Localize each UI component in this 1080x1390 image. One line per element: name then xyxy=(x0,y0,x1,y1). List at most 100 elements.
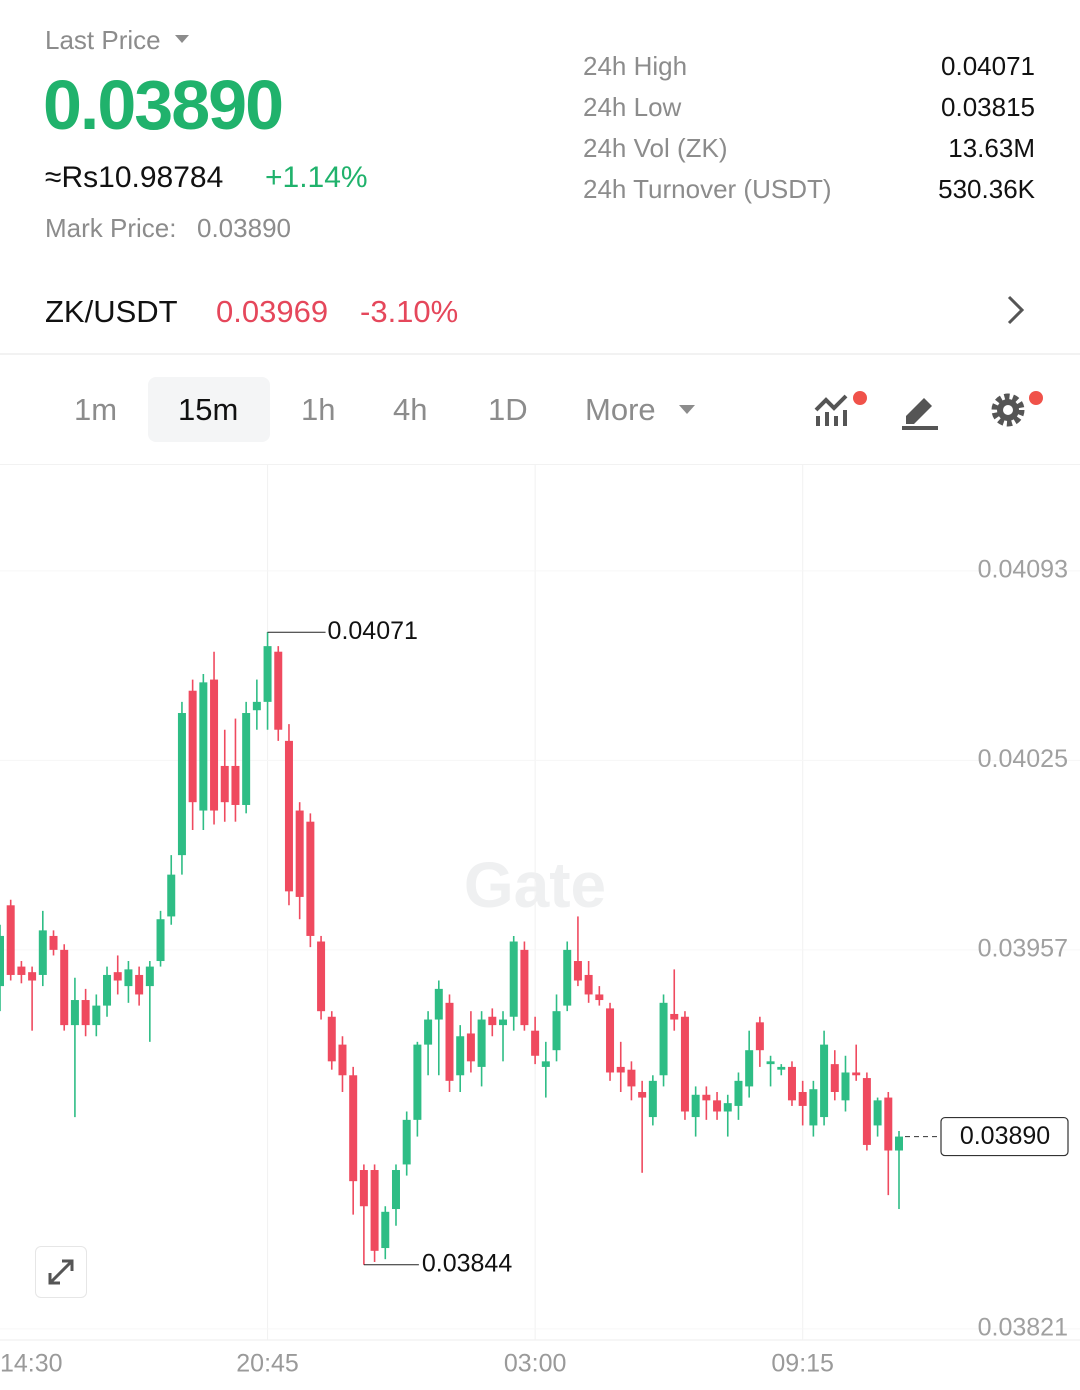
candle-body xyxy=(809,1089,818,1126)
candle-body xyxy=(167,874,176,917)
candle-body xyxy=(488,1016,497,1026)
candle-body xyxy=(402,1119,411,1165)
spot-price: 0.03969 xyxy=(216,294,329,329)
candle-body xyxy=(862,1078,871,1145)
candle-body xyxy=(563,949,572,1006)
indicator-icon[interactable] xyxy=(810,388,870,432)
mark-price: 0.03890 xyxy=(197,213,291,243)
candle-body xyxy=(787,1066,796,1101)
candle-body xyxy=(670,1013,679,1020)
candle-body xyxy=(573,961,582,981)
candle-body xyxy=(188,690,197,803)
candle-body xyxy=(338,1044,347,1076)
candle-body xyxy=(884,1097,893,1151)
chevron-right[interactable] xyxy=(1003,294,1027,326)
candlestick-chart: Gate 14:30 20:45 03:00 09:150.040930.040250… xyxy=(0,465,1080,1378)
candle-body xyxy=(156,919,165,962)
candle-body xyxy=(659,1002,668,1076)
candle-body xyxy=(17,966,26,975)
candle-body xyxy=(723,1103,732,1112)
candle-body xyxy=(274,651,283,730)
candle-body xyxy=(830,1064,839,1092)
candle-body xyxy=(477,1019,486,1067)
candle-body xyxy=(702,1094,711,1101)
candle-body xyxy=(456,1036,465,1076)
divider xyxy=(0,464,1080,465)
candle-body xyxy=(306,821,315,936)
candle-body xyxy=(413,1044,422,1120)
candle-body xyxy=(0,935,4,987)
candle-body xyxy=(745,1050,754,1087)
candle-body xyxy=(638,1091,647,1098)
expand-button[interactable] xyxy=(35,1246,87,1298)
stat-value: 0.03815 xyxy=(941,92,1035,122)
candle-body xyxy=(28,972,37,981)
candle-body xyxy=(520,949,529,1026)
candle-body xyxy=(199,682,208,811)
stat-label: 24h High xyxy=(583,51,688,81)
candle-body xyxy=(606,1008,615,1073)
candle-body xyxy=(691,1094,700,1118)
stat-value: 13.63M xyxy=(948,133,1035,163)
stat-label: 24h Turnover (USDT) xyxy=(583,174,832,204)
candle-body xyxy=(103,974,112,1006)
candle-body xyxy=(552,1011,561,1051)
interval-tab[interactable]: 1m xyxy=(74,392,118,427)
y-tick-label: 0.03957 xyxy=(978,934,1068,962)
candle-body xyxy=(713,1100,722,1112)
candle-body xyxy=(70,1000,79,1026)
candle-body xyxy=(327,1016,336,1062)
x-tick-label: 14:30 xyxy=(0,1350,63,1378)
candle-body xyxy=(263,646,272,702)
candle-body xyxy=(895,1136,903,1151)
dropdown-caret xyxy=(175,35,189,43)
x-tick-label: 20:45 xyxy=(236,1350,299,1378)
candle-body xyxy=(820,1044,829,1118)
interval-tab[interactable]: 15m xyxy=(178,392,239,427)
last-price-label: 0.03890 xyxy=(960,1122,1050,1150)
y-tick-label: 0.04025 xyxy=(978,745,1068,773)
last-price-box xyxy=(940,1116,1069,1157)
candle-body xyxy=(798,1091,807,1106)
interval-tab[interactable]: 1h xyxy=(301,392,336,427)
candle-body xyxy=(541,1061,550,1067)
stat-value: 0.04071 xyxy=(941,51,1035,81)
candle-body xyxy=(841,1072,850,1101)
candle-body xyxy=(466,1033,475,1062)
last-price-label[interactable]: Last Price xyxy=(45,25,161,55)
spot-change: -3.10% xyxy=(360,294,459,329)
candle-body xyxy=(295,810,304,897)
stat-label: 24h Low xyxy=(583,92,682,122)
y-tick-label: 0.04093 xyxy=(978,556,1068,584)
candle-body xyxy=(220,765,229,803)
interval-tab[interactable]: 4h xyxy=(393,392,428,427)
candle-body xyxy=(648,1080,657,1118)
candle-body xyxy=(777,1066,786,1070)
settings-icon[interactable] xyxy=(986,386,1046,434)
interval-tab[interactable]: 1D xyxy=(488,392,528,427)
candle-body xyxy=(499,1019,508,1026)
candle-body xyxy=(627,1069,636,1087)
candle-body xyxy=(6,905,15,975)
candle-body xyxy=(381,1211,390,1249)
candle-body xyxy=(616,1066,625,1073)
divider xyxy=(0,353,1080,355)
draw-icon[interactable] xyxy=(898,390,942,434)
candle-body xyxy=(81,1000,90,1026)
candle-body xyxy=(231,765,240,805)
interval-tab[interactable]: More xyxy=(585,392,656,427)
candle-body xyxy=(370,1170,379,1251)
candle-body xyxy=(434,988,443,1020)
x-tick-label: 03:00 xyxy=(504,1350,567,1378)
last-price: 0.03890 xyxy=(43,66,284,144)
stat-value: 530.36K xyxy=(938,174,1035,204)
candle-body xyxy=(135,974,144,995)
pair-name[interactable]: ZK/USDT xyxy=(45,294,178,329)
candle-body xyxy=(38,930,47,975)
candle-body xyxy=(873,1100,882,1126)
candle-body xyxy=(424,1019,433,1045)
price-change: +1.14% xyxy=(265,161,368,194)
candle-body xyxy=(734,1080,743,1106)
candle-body xyxy=(391,1170,400,1210)
candle-body xyxy=(766,1061,775,1065)
